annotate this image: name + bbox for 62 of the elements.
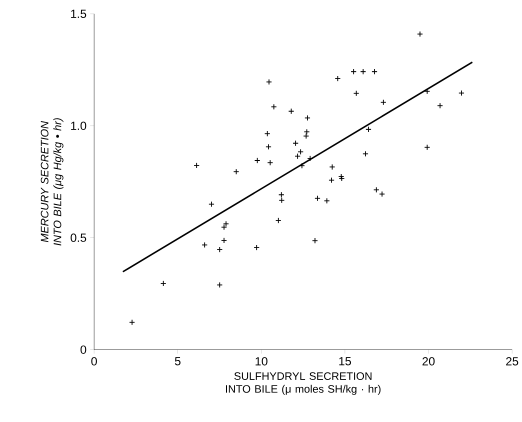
- point: [307, 155, 314, 162]
- point: [254, 244, 260, 251]
- point: [202, 242, 208, 248]
- point: [334, 76, 341, 82]
- point: [194, 162, 200, 168]
- point: [208, 201, 215, 208]
- point: [379, 191, 386, 198]
- point: [221, 237, 228, 244]
- y-tick-label: 1.5: [71, 10, 86, 18]
- point: [350, 68, 357, 75]
- point: [324, 198, 330, 204]
- point: [266, 78, 272, 85]
- x-tick-label: 15: [339, 357, 351, 366]
- point: [380, 99, 386, 106]
- point: [373, 186, 380, 193]
- point: [265, 144, 272, 150]
- point: [292, 140, 299, 146]
- point: [365, 126, 372, 132]
- point: [362, 150, 368, 157]
- point: [304, 114, 310, 121]
- y-tick-label: 0.5: [70, 234, 86, 242]
- point: [360, 68, 366, 75]
- point: [353, 90, 360, 96]
- point: [233, 168, 240, 175]
- point: [298, 148, 304, 155]
- point: [312, 238, 318, 244]
- point: [278, 197, 285, 204]
- point: [424, 88, 430, 94]
- point: [216, 246, 223, 253]
- y-tick-label: 0: [80, 345, 86, 354]
- x-tick-label: 10: [256, 357, 268, 366]
- point: [424, 144, 430, 150]
- point: [278, 192, 284, 198]
- point: [160, 280, 166, 286]
- point: [304, 128, 310, 135]
- point: [267, 160, 274, 166]
- point: [264, 130, 270, 137]
- point: [329, 164, 336, 170]
- point: [416, 31, 424, 38]
- x-axis-title: SULFHYDRYL SECRETION INTO BILE (μ moles SH/kg · hr): [226, 372, 381, 395]
- point: [314, 195, 321, 202]
- point: [437, 102, 444, 109]
- point: [298, 162, 305, 169]
- point: [216, 282, 223, 288]
- y-axis-title: MERCURY SECRETION INTO BILE (μg Hg/kg • hr): [40, 118, 64, 246]
- x-tick-label: 0: [91, 357, 97, 366]
- point: [294, 153, 301, 160]
- y-tick-label: 1.0: [71, 122, 86, 130]
- point: [270, 104, 277, 110]
- point: [221, 224, 228, 230]
- point: [371, 68, 378, 75]
- point: [303, 133, 310, 140]
- point: [129, 319, 136, 326]
- point: [223, 220, 230, 227]
- x-tick-label: 20: [422, 357, 435, 366]
- x-tick-label: 5: [174, 357, 180, 366]
- point: [254, 157, 260, 164]
- point: [458, 90, 464, 96]
- point: [288, 108, 294, 114]
- point: [328, 177, 335, 184]
- point: [275, 217, 282, 224]
- x-tick-label: 25: [506, 357, 518, 366]
